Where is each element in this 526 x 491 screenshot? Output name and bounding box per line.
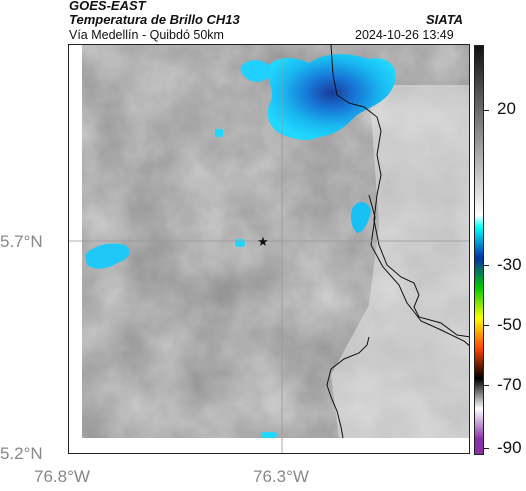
colorbar bbox=[474, 45, 484, 455]
colorbar-tick bbox=[484, 448, 489, 449]
timestamp: 2024-10-26 13:49 bbox=[355, 28, 454, 42]
border-line-3 bbox=[326, 336, 370, 439]
cloud-top-main bbox=[267, 54, 396, 140]
product-title: GOES-EAST bbox=[69, 0, 146, 13]
lon-label-east: 76.3°W bbox=[253, 467, 309, 486]
colorbar-label: -90 bbox=[497, 438, 522, 457]
lat-label-north: 5.7°N bbox=[0, 232, 43, 251]
satellite-map[interactable]: ★ bbox=[68, 44, 470, 454]
product-subtitle: Temperatura de Brillo CH13 bbox=[69, 12, 240, 27]
colorbar-label: 20 bbox=[497, 99, 516, 118]
cloud-top-small-4 bbox=[215, 129, 223, 137]
colorbar-tick bbox=[484, 110, 489, 111]
lat-label-south: 5.2°N bbox=[0, 444, 43, 463]
imagery-margin-left bbox=[69, 45, 82, 453]
colorbar-label: -50 bbox=[497, 315, 522, 334]
cloud-top-small-6 bbox=[261, 432, 277, 438]
lon-label-west: 76.8°W bbox=[34, 467, 90, 486]
map-canvas: ★ bbox=[69, 45, 469, 453]
star-icon[interactable]: ★ bbox=[257, 235, 269, 250]
source-label: SIATA bbox=[426, 12, 464, 27]
colorbar-tick bbox=[484, 385, 489, 386]
route-label: Vía Medellín - Quibdó 50km bbox=[69, 28, 224, 42]
imagery-east-light bbox=[331, 85, 469, 438]
cloud-top-small-2 bbox=[85, 243, 130, 269]
imagery-margin-bottom bbox=[69, 438, 469, 453]
colorbar-tick bbox=[484, 265, 489, 266]
border-line bbox=[330, 45, 469, 338]
cloud-top-small-5 bbox=[235, 239, 245, 247]
cloud-top-small-1 bbox=[240, 60, 273, 82]
colorbar-label: -70 bbox=[497, 375, 522, 394]
cloud-top-small-3 bbox=[350, 202, 371, 233]
border-line-2 bbox=[368, 194, 469, 346]
colorbar-label: -30 bbox=[497, 255, 522, 274]
colorbar-tick bbox=[484, 325, 489, 326]
